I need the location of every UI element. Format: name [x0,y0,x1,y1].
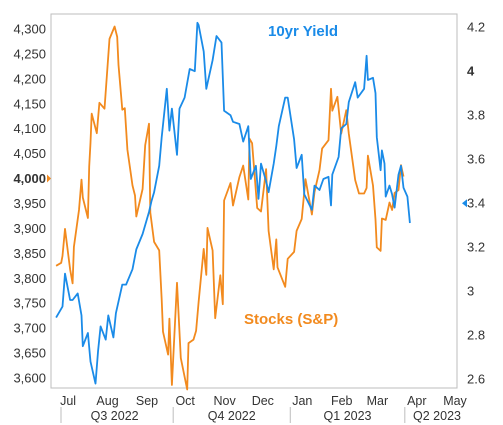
x-axis: Jul Aug Sep Oct Nov Dec Jan Feb Mar Apr May Q3 2022… [60,394,468,423]
quarter-label: Q3 2022 [91,409,139,423]
left-axis-marker [47,174,51,183]
left-axis-ticks: 3,600 3,650 3,700 3,750 3,800 3,850 3,900 3,950… [13,21,51,386]
left-axis-tick-label: 4,200 [13,71,46,86]
right-axis-tick-label: 2.8 [467,328,485,343]
left-axis-tick-label: 4,100 [13,121,46,136]
right-axis-tick-label: 4 [467,64,475,79]
left-axis-tick-label: 4,300 [13,21,46,36]
stocks-series-label: Stocks (S&P) [244,311,338,328]
plot-frame [50,13,458,389]
left-axis-tick-label: 4,250 [13,46,46,61]
left-axis-tick-label: 3,700 [13,321,46,336]
month-tick-label: Jul [60,394,76,408]
yield-series-label: 10yr Yield [268,23,338,40]
right-axis-tick-label: 3.4 [467,196,485,211]
month-tick-label: Dec [252,394,274,408]
left-axis-tick-label: 4,050 [13,146,46,161]
month-tick-label: Mar [367,394,389,408]
right-axis-tick-label: 3.2 [467,240,485,255]
right-axis-tick-label: 3 [467,284,474,299]
month-tick-label: Nov [214,394,237,408]
right-axis-tick-label: 3.8 [467,108,485,123]
right-axis-tick-label: 3.6 [467,152,485,167]
month-tick-label: Apr [407,394,426,408]
left-axis-tick-label: 4,000 [13,171,46,186]
right-axis-marker [462,199,467,208]
month-tick-label: Oct [175,394,195,408]
left-axis-tick-label: 3,800 [13,271,46,286]
quarter-label: Q1 2023 [324,409,372,423]
left-axis-tick-label: 3,950 [13,196,46,211]
month-tick-label: Feb [331,394,353,408]
left-axis-tick-label: 3,600 [13,371,46,386]
right-axis-tick-label: 2.6 [467,372,485,387]
month-tick-label: Sep [136,394,158,408]
left-axis-tick-label: 3,750 [13,296,46,311]
left-axis-tick-label: 3,850 [13,246,46,261]
right-axis-tick-label: 4.2 [467,20,485,35]
right-axis-ticks: 2.6 2.8 3 3.2 3.4 3.6 3.8 4 4.2 [462,20,485,387]
yield-series-line [55,21,411,385]
month-tick-label: May [443,394,467,408]
month-tick-label: Jan [292,394,312,408]
left-axis-tick-label: 3,900 [13,221,46,236]
left-axis-tick-label: 3,650 [13,346,46,361]
quarter-label: Q4 2022 [208,409,256,423]
month-tick-label: Aug [96,394,118,408]
series-layer [55,21,411,391]
stocks-series-line [55,25,405,391]
quarter-label: Q2 2023 [413,409,461,423]
left-axis-tick-label: 4,150 [13,96,46,111]
